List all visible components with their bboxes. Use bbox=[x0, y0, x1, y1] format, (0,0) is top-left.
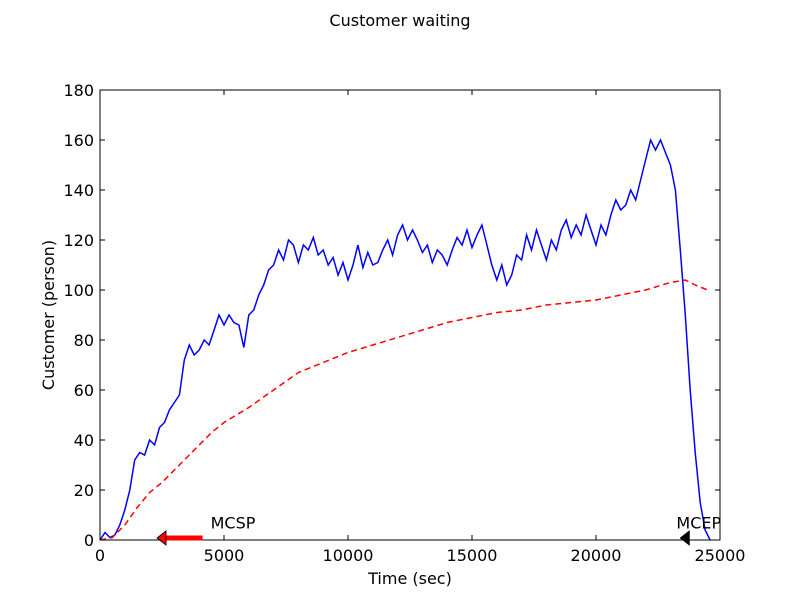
annotation-label: MCEP bbox=[676, 514, 721, 533]
series-line-1 bbox=[100, 137, 711, 540]
y-tick-label: 80 bbox=[74, 331, 94, 350]
y-tick-label: 100 bbox=[63, 281, 94, 300]
x-tick-label: 20000 bbox=[571, 546, 622, 565]
y-tick-label: 160 bbox=[63, 131, 94, 150]
chart-title: Customer waiting bbox=[329, 11, 470, 30]
x-tick-label: 25000 bbox=[695, 546, 746, 565]
x-tick-label: 10000 bbox=[323, 546, 374, 565]
y-tick-label: 180 bbox=[63, 81, 94, 100]
y-tick-label: 0 bbox=[84, 531, 94, 550]
annotation-arrow-head bbox=[679, 530, 690, 546]
x-tick-label: 0 bbox=[95, 546, 105, 565]
y-tick-label: 120 bbox=[63, 231, 94, 250]
plot-area: 0 5000 10000 15000 20000 25000 0 20 40 60 80 100 120… bbox=[63, 81, 745, 565]
series-line-2 bbox=[100, 279, 708, 540]
y-tick-label: 20 bbox=[74, 481, 94, 500]
annotation-arrow-head bbox=[156, 530, 167, 546]
x-tick-label: 5000 bbox=[204, 546, 245, 565]
y-axis-label: Customer (person) bbox=[39, 240, 58, 390]
y-tick-label: 40 bbox=[74, 431, 94, 450]
annotation-label: MCSP bbox=[211, 514, 256, 533]
x-axis-label: Time (sec) bbox=[367, 569, 452, 588]
y-tick-label: 60 bbox=[74, 381, 94, 400]
axes-frame bbox=[99, 89, 721, 541]
y-tick-label: 140 bbox=[63, 181, 94, 200]
x-tick-label: 15000 bbox=[447, 546, 498, 565]
